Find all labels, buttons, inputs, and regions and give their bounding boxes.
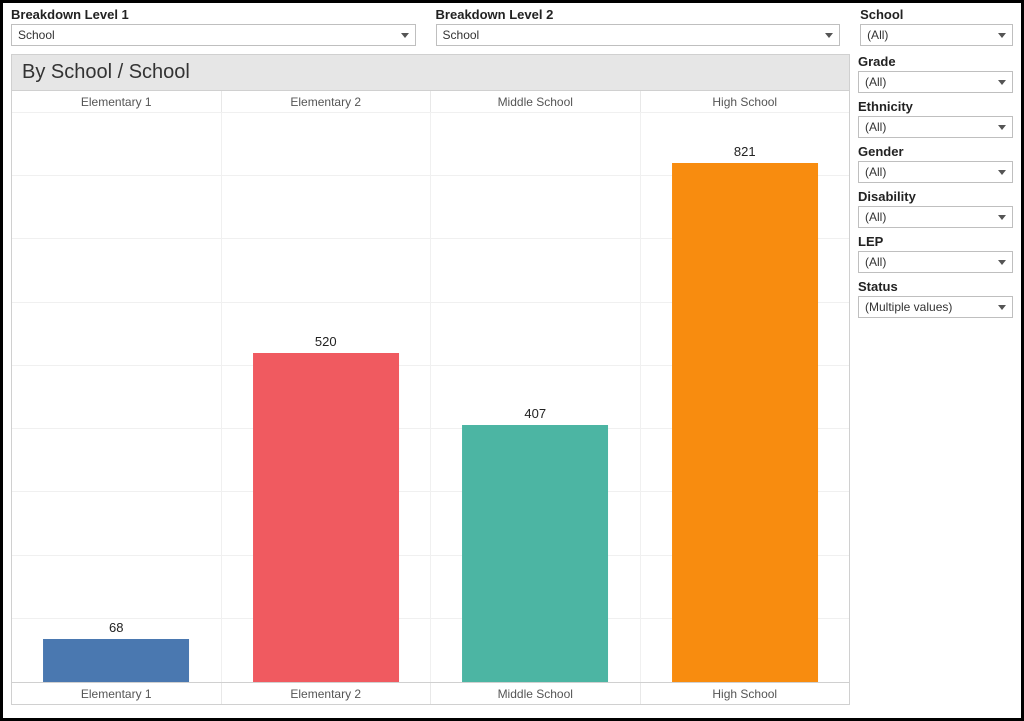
chevron-down-icon [825, 33, 833, 38]
chevron-down-icon [998, 260, 1006, 265]
chart-header-row: Elementary 1Elementary 2Middle SchoolHig… [12, 91, 849, 113]
breakdown2-select[interactable]: School [436, 24, 841, 46]
filter-value: (All) [865, 120, 886, 134]
bar[interactable] [462, 425, 608, 682]
filter-label: Grade [858, 54, 1013, 69]
bar-value-label: 520 [222, 334, 431, 349]
filter-sidebar: Grade (All) Ethnicity (All) Gender (All) Disab… [858, 54, 1013, 705]
chevron-down-icon [998, 170, 1006, 175]
chevron-down-icon [998, 215, 1006, 220]
chart-column: 68 [12, 113, 222, 682]
bar[interactable] [672, 163, 818, 682]
chevron-down-icon [998, 80, 1006, 85]
breakdown2-value: School [443, 28, 480, 42]
chart-footer-row: Elementary 1Elementary 2Middle SchoolHig… [12, 682, 849, 704]
breakdown1-select[interactable]: School [11, 24, 416, 46]
bar-value-label: 407 [431, 406, 640, 421]
filter-lep-select[interactable]: (All) [858, 251, 1013, 273]
column-footer: Elementary 1 [12, 683, 222, 704]
chart-title: By School / School [12, 55, 849, 91]
bar-value-label: 821 [641, 144, 850, 159]
chevron-down-icon [998, 125, 1006, 130]
column-header: High School [641, 91, 850, 112]
chart-column: 821 [641, 113, 850, 682]
filter-label: School [860, 7, 1013, 22]
filter-gender-select[interactable]: (All) [858, 161, 1013, 183]
chevron-down-icon [998, 305, 1006, 310]
chart-column: 407 [431, 113, 641, 682]
filter-status-select[interactable]: (Multiple values) [858, 296, 1013, 318]
filter-disability-select[interactable]: (All) [858, 206, 1013, 228]
column-footer: Middle School [431, 683, 641, 704]
column-footer: High School [641, 683, 850, 704]
column-footer: Elementary 2 [222, 683, 432, 704]
chart-plot: 68 520 407 821 [12, 113, 849, 682]
filter-value: (All) [865, 165, 886, 179]
filter-label: Disability [858, 189, 1013, 204]
breakdown2-label: Breakdown Level 2 [436, 7, 841, 22]
breakdown1-value: School [18, 28, 55, 42]
chart-panel: By School / School Elementary 1Elementar… [11, 54, 850, 705]
filter-label: Gender [858, 144, 1013, 159]
filter-value: (All) [867, 28, 888, 42]
filter-value: (All) [865, 255, 886, 269]
bar-value-label: 68 [12, 620, 221, 635]
chevron-down-icon [998, 33, 1006, 38]
filter-label: Ethnicity [858, 99, 1013, 114]
column-header: Elementary 2 [222, 91, 432, 112]
filter-value: (Multiple values) [865, 300, 952, 314]
filter-value: (All) [865, 210, 886, 224]
filter-school-select[interactable]: (All) [860, 24, 1013, 46]
bar[interactable] [43, 639, 189, 682]
filter-value: (All) [865, 75, 886, 89]
filter-label: Status [858, 279, 1013, 294]
filter-ethnicity-select[interactable]: (All) [858, 116, 1013, 138]
column-header: Middle School [431, 91, 641, 112]
chevron-down-icon [401, 33, 409, 38]
filter-grade-select[interactable]: (All) [858, 71, 1013, 93]
filter-label: LEP [858, 234, 1013, 249]
chart-column: 520 [222, 113, 432, 682]
column-header: Elementary 1 [12, 91, 222, 112]
bar[interactable] [253, 353, 399, 682]
breakdown1-label: Breakdown Level 1 [11, 7, 416, 22]
